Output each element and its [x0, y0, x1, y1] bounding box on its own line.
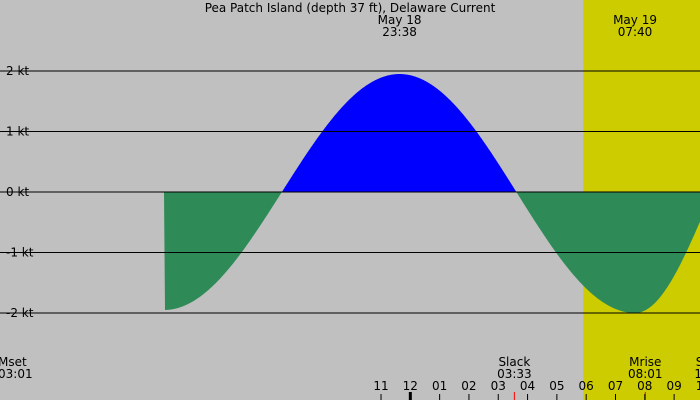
- x-tick-label: 09: [666, 379, 681, 393]
- event-labels: Mset03:01Slack03:33Mrise08:01Slack10:17S…: [0, 355, 700, 400]
- y-tick-label: -1 kt: [6, 246, 34, 260]
- extrema-date-label: May 18: [378, 13, 422, 27]
- x-tick-label: 04: [520, 379, 535, 393]
- y-tick-label: -2 kt: [6, 306, 34, 320]
- event-time-label: 08:01: [628, 367, 663, 381]
- event-name-label: Slack: [696, 355, 700, 369]
- x-tick-label: 08: [637, 379, 652, 393]
- x-tick-label: 12: [403, 379, 418, 393]
- x-tick-label: 05: [549, 379, 564, 393]
- chart-title: Pea Patch Island (depth 37 ft), Delaware…: [205, 1, 496, 15]
- x-tick-label: 07: [608, 379, 623, 393]
- x-tick-label: 01: [432, 379, 447, 393]
- flood-current-area: [281, 74, 517, 192]
- y-tick-label: 2 kt: [6, 64, 29, 78]
- y-tick-label: 1 kt: [6, 125, 29, 139]
- y-axis-ticks: 2 kt 1 kt 0 kt -1 kt -2 kt: [6, 64, 34, 320]
- event-name-label: Slack: [498, 355, 530, 369]
- x-tick-label: 06: [579, 379, 594, 393]
- x-tick-label: 02: [461, 379, 476, 393]
- extrema-time-label: 07:40: [618, 25, 653, 39]
- event-name-label: Mset: [0, 355, 27, 369]
- event-time-label: 03:33: [497, 367, 532, 381]
- extrema-date-label: May 19: [613, 13, 657, 27]
- extrema-time-label: 23:38: [382, 25, 417, 39]
- x-tick-label: 03: [491, 379, 506, 393]
- event-time-label: 10:17: [694, 367, 700, 381]
- y-tick-label: 0 kt: [6, 185, 29, 199]
- x-tick-label: 11: [373, 379, 388, 393]
- event-time-label: 03:01: [0, 367, 33, 381]
- gridlines: [0, 70, 700, 314]
- x-axis-ticks: 1112010203040506070809101112010203040506…: [373, 379, 700, 400]
- event-name-label: Mrise: [629, 355, 661, 369]
- x-tick-label: 10: [696, 379, 700, 393]
- ebb-current-area: [164, 192, 282, 310]
